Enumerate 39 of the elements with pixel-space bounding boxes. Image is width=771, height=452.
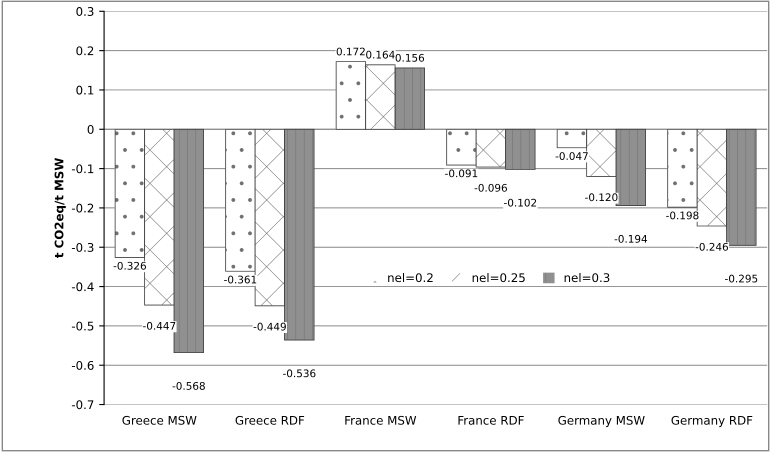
y-tick-label: 0.3 [76, 7, 94, 16]
data-label: -0.295 [725, 274, 758, 283]
data-label: -0.194 [614, 234, 648, 243]
data-label: -0.246 [696, 242, 728, 251]
y-tick-label: -0.1 [72, 164, 94, 174]
data-label: -0.198 [666, 211, 698, 220]
data-label: -0.447 [143, 322, 176, 330]
data-label: -0.091 [445, 169, 478, 178]
data-label: -0.449 [254, 322, 286, 331]
data-label: -0.120 [585, 193, 618, 202]
y-tick-label: -0.2 [72, 204, 94, 213]
y-tick-label: -0.6 [72, 360, 94, 370]
data-label: 0.164 [366, 50, 395, 59]
x-tick-label: Greece MSW [122, 416, 197, 425]
data-label: -0.096 [474, 184, 508, 192]
y-tick-label: 0 [88, 124, 94, 134]
data-label: 0.156 [396, 54, 424, 62]
x-tick-label: Greece RDF [236, 416, 304, 425]
data-label: -0.568 [172, 382, 205, 390]
y-tick-label: -0.3 [72, 242, 94, 252]
x-tick-label: Germany MSW [558, 416, 645, 428]
y-tick-label: -0.5 [72, 322, 94, 331]
data-label: -0.536 [283, 369, 316, 378]
y-tick-label: -0.7 [72, 400, 94, 410]
data-label: -0.102 [504, 198, 536, 207]
legend-label: nel=0.2 [388, 272, 433, 282]
y-axis-title: t CO2eq/t MSW [54, 158, 66, 258]
legend-label: nel=0.3 [564, 272, 610, 282]
x-tick-label: France MSW [345, 416, 416, 425]
x-tick-label: France RDF [458, 416, 524, 425]
data-label: -0.326 [114, 262, 146, 270]
data-label: -0.047 [556, 152, 588, 160]
x-tick-label: Germany RDF [672, 416, 752, 428]
legend-label: nel=0.25 [472, 272, 525, 282]
y-tick-label: 0.2 [76, 46, 94, 56]
y-tick-label: 0.1 [76, 86, 94, 95]
y-tick-label: -0.4 [72, 282, 94, 292]
data-label: 0.172 [336, 48, 365, 56]
data-label: -0.361 [224, 276, 256, 284]
